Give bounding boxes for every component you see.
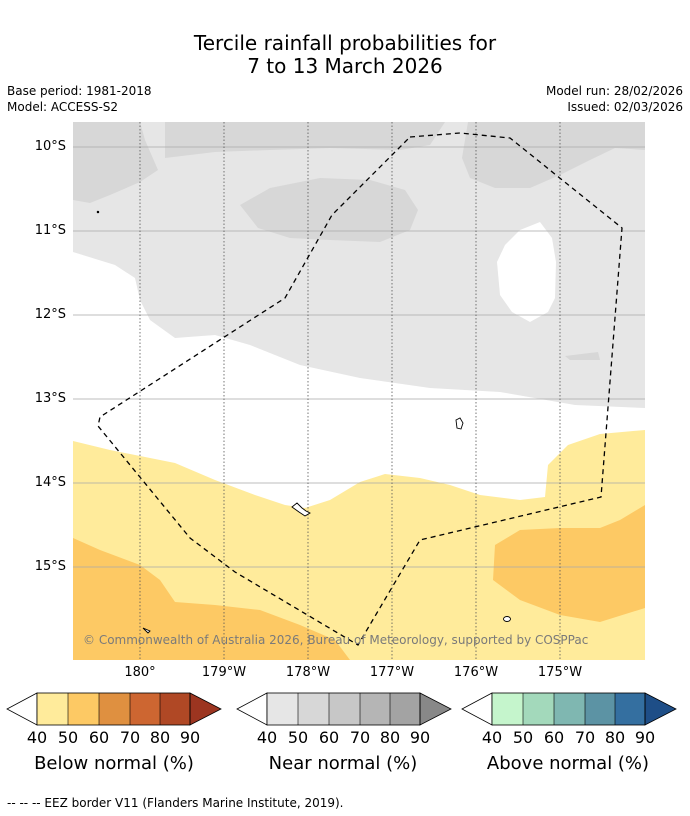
colorbar-arrow-border — [419, 692, 452, 726]
issued-date: Issued: 02/03/2026 — [567, 100, 683, 114]
colorbar-dividers — [522, 693, 616, 725]
near-normal-40-50-region — [73, 122, 645, 408]
colorbar-dividers — [297, 693, 391, 725]
island — [96, 210, 100, 214]
colorbar-swatch — [68, 693, 99, 725]
near-normal-clear-patch — [497, 222, 556, 322]
colorbar-above-normal — [461, 692, 677, 726]
colorbar-swatch — [37, 693, 68, 725]
island — [455, 417, 464, 430]
colorbar-below-normal — [6, 692, 222, 726]
eez-border — [97, 132, 623, 646]
base-period: Base period: 1981-2018 — [7, 84, 152, 98]
island-outlines — [96, 210, 511, 634]
map-title-line2: 7 to 13 March 2026 — [247, 54, 443, 78]
colorbar-swatch — [615, 693, 645, 725]
below-normal-40-50-region — [73, 430, 645, 660]
eez-footnote: -- -- -- EEZ border V11 (Flanders Marine… — [7, 796, 344, 810]
colorbar-swatch — [99, 693, 130, 725]
near-normal-50-60-region — [73, 122, 158, 203]
colorbar-swatch — [298, 693, 329, 725]
colorbar-swatch — [329, 693, 360, 725]
island — [291, 502, 311, 517]
colorbar-arrow-right — [190, 693, 221, 725]
colorbar-dividers — [67, 693, 161, 725]
probability-map — [73, 122, 645, 660]
colorbar-swatch — [523, 693, 554, 725]
colorbar-swatch — [390, 693, 420, 725]
colorbar-arrow-right — [420, 693, 451, 725]
colorbar-swatch — [492, 693, 523, 725]
colorbar-swatch — [130, 693, 160, 725]
colorbar-arrow-left — [236, 692, 268, 726]
near-normal-50-60-region — [462, 122, 645, 188]
colorbar-swatch — [267, 693, 298, 725]
island — [503, 616, 511, 622]
colorbar-swatch — [585, 693, 615, 725]
colorbar-arrow-border — [644, 692, 677, 726]
near-normal-50-60-region — [165, 122, 445, 158]
colorbar-swatch — [160, 693, 190, 725]
colorbar-swatch — [554, 693, 585, 725]
colorbar-arrow-border — [189, 692, 222, 726]
near-normal-50-60-region — [240, 178, 418, 242]
island — [142, 627, 151, 634]
longitude-gridlines — [139, 122, 561, 660]
colorbar-near-normal — [236, 692, 452, 726]
near-normal-50-60-region — [565, 352, 600, 360]
latitude-gridlines — [73, 146, 645, 568]
colorbar-arrow-left — [6, 692, 38, 726]
below-normal-50-60-region — [493, 505, 645, 622]
below-normal-50-60-region — [73, 538, 350, 660]
model-run: Model run: 28/02/2026 — [545, 84, 683, 98]
colorbar-arrow-left — [461, 692, 493, 726]
colorbar-arrow-right — [645, 693, 676, 725]
model-name: Model: ACCESS-S2 — [7, 100, 119, 114]
colorbar-swatch — [360, 693, 390, 725]
map-title-line1: Tercile rainfall probabilities for — [193, 31, 497, 55]
